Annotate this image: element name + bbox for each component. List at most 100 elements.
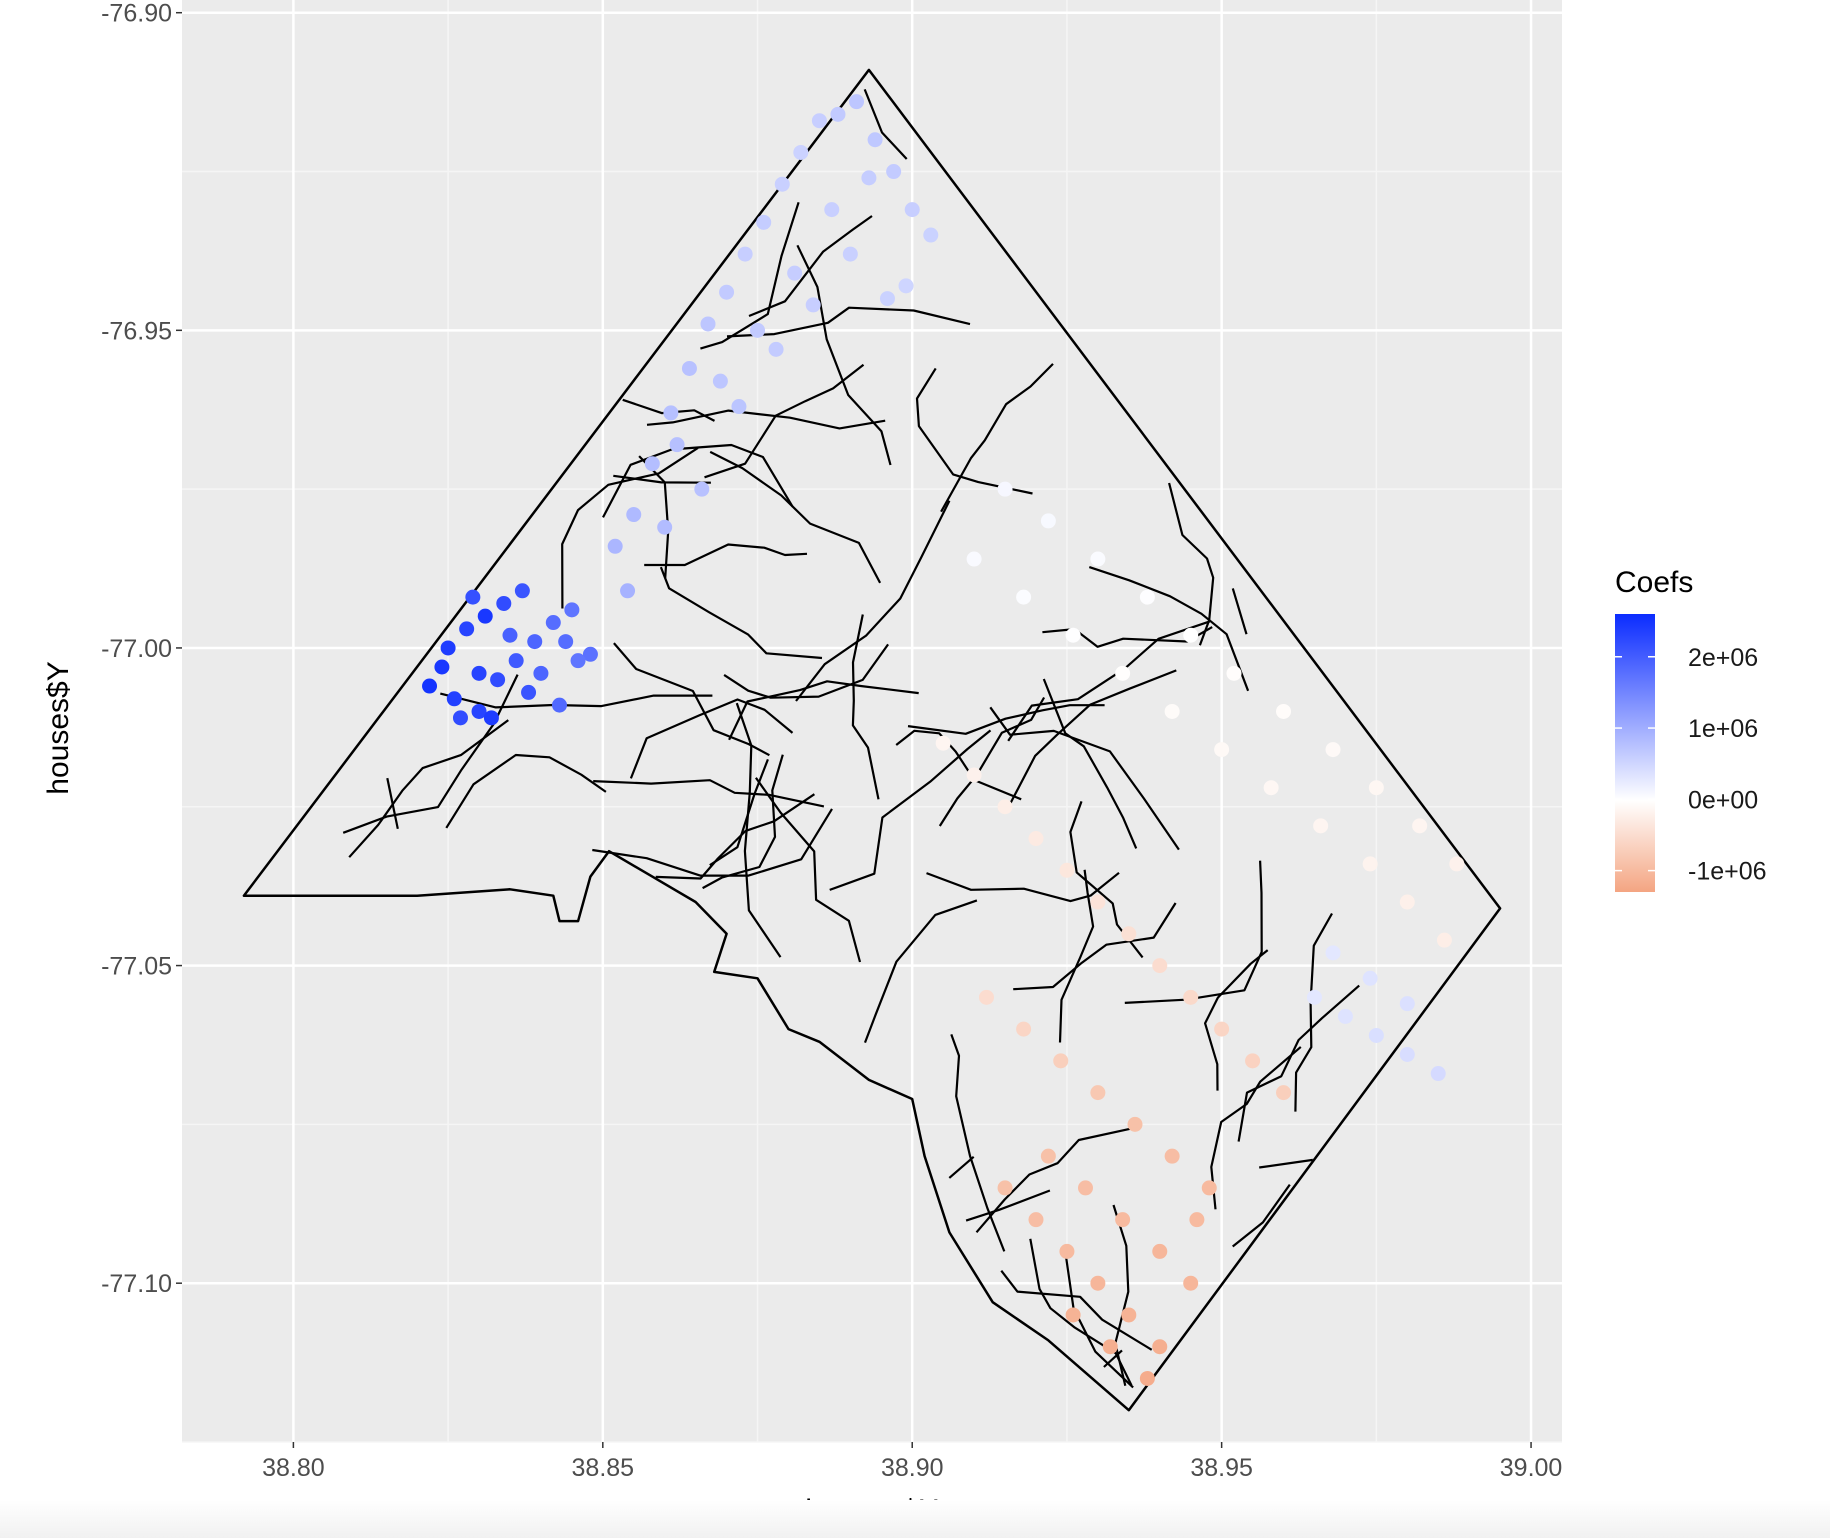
data-point <box>750 322 766 338</box>
plot-panel <box>182 0 1562 1442</box>
tract-line <box>348 719 509 858</box>
data-point <box>923 227 939 243</box>
tract-line <box>1232 1183 1291 1248</box>
data-point <box>712 373 728 389</box>
tract-line <box>1210 1046 1302 1210</box>
data-point <box>533 665 549 681</box>
tract-line <box>440 692 713 709</box>
data-point <box>1059 1243 1075 1259</box>
data-point <box>1102 1339 1118 1355</box>
data-point <box>502 627 518 643</box>
data-point <box>842 246 858 262</box>
data-point <box>1152 958 1168 974</box>
data-point <box>1152 1339 1168 1355</box>
y-tick-label: -76.95 <box>101 317 172 345</box>
data-point <box>1127 1116 1143 1132</box>
data-point <box>694 481 710 497</box>
x-tick-label: 39.00 <box>1500 1454 1563 1482</box>
data-point <box>1183 1275 1199 1291</box>
data-point <box>620 583 636 599</box>
data-point <box>849 94 865 110</box>
tract-line <box>1013 902 1177 991</box>
data-point <box>1276 1085 1292 1101</box>
tract-line <box>755 777 862 963</box>
legend-label: 2e+06 <box>1688 644 1758 672</box>
tract-line <box>592 808 833 877</box>
tract-line <box>629 698 794 779</box>
data-point <box>434 659 450 675</box>
tract-line <box>1259 1158 1313 1169</box>
data-point <box>1164 1148 1180 1164</box>
tract-line <box>723 643 889 699</box>
data-point <box>1053 1053 1069 1069</box>
tract-line <box>700 201 800 350</box>
data-point <box>1368 1027 1384 1043</box>
tract-line <box>1042 678 1138 849</box>
legend-label: 0e+00 <box>1688 786 1758 814</box>
data-point <box>545 615 561 631</box>
data-point <box>1077 1180 1093 1196</box>
tract-line <box>1294 912 1333 1112</box>
data-point <box>564 602 580 618</box>
tract-line <box>561 446 699 609</box>
data-point <box>1115 665 1131 681</box>
data-point <box>966 767 982 783</box>
data-point <box>904 202 920 218</box>
data-point <box>496 595 512 611</box>
tract-line <box>926 871 1120 903</box>
data-point <box>1016 589 1032 605</box>
data-point <box>1214 1021 1230 1037</box>
data-point <box>1313 818 1329 834</box>
data-point <box>527 634 543 650</box>
legend-colorbar <box>1615 614 1655 892</box>
data-point <box>1090 894 1106 910</box>
tract-line <box>1058 869 1095 1043</box>
data-point <box>582 646 598 662</box>
boundary-outline <box>242 68 1502 1412</box>
data-point <box>1028 1212 1044 1228</box>
y-tick-label: -77.05 <box>101 953 172 981</box>
data-point <box>1040 513 1056 529</box>
data-point <box>1214 742 1230 758</box>
data-point <box>1245 1053 1261 1069</box>
tract-line <box>796 244 892 466</box>
tract-line <box>1124 860 1263 1004</box>
tract-line <box>386 777 399 830</box>
data-point <box>1430 1066 1446 1082</box>
data-point <box>756 214 772 230</box>
data-point <box>1090 1085 1106 1101</box>
x-tick-label: 38.90 <box>881 1454 944 1482</box>
data-point <box>1263 780 1279 796</box>
data-point <box>1362 856 1378 872</box>
tract-line <box>602 443 794 518</box>
data-point <box>811 113 827 129</box>
data-point <box>978 989 994 1005</box>
data-point <box>1412 818 1428 834</box>
tract-line <box>1069 801 1144 959</box>
data-point <box>483 710 499 726</box>
grid-major <box>182 0 1562 1442</box>
window-bottom-edge <box>0 1500 1830 1538</box>
tract-line <box>795 500 951 702</box>
tract-line <box>975 1127 1131 1234</box>
data-point <box>805 297 821 313</box>
data-point <box>607 538 623 554</box>
data-point <box>861 170 877 186</box>
data-point <box>1183 627 1199 643</box>
data-point <box>997 481 1013 497</box>
data-point <box>440 640 456 656</box>
data-point <box>768 341 784 357</box>
tract-line <box>965 1189 1051 1222</box>
data-point <box>477 608 493 624</box>
data-point <box>551 697 567 713</box>
data-point <box>471 703 487 719</box>
data-point <box>558 634 574 650</box>
tract-line <box>1204 949 1269 1091</box>
tract-line <box>728 680 919 741</box>
data-point <box>471 665 487 681</box>
data-point <box>1115 1212 1131 1228</box>
tract-line <box>1064 1255 1134 1389</box>
tract-line <box>989 706 1180 851</box>
data-point <box>490 672 506 688</box>
data-point <box>1139 589 1155 605</box>
